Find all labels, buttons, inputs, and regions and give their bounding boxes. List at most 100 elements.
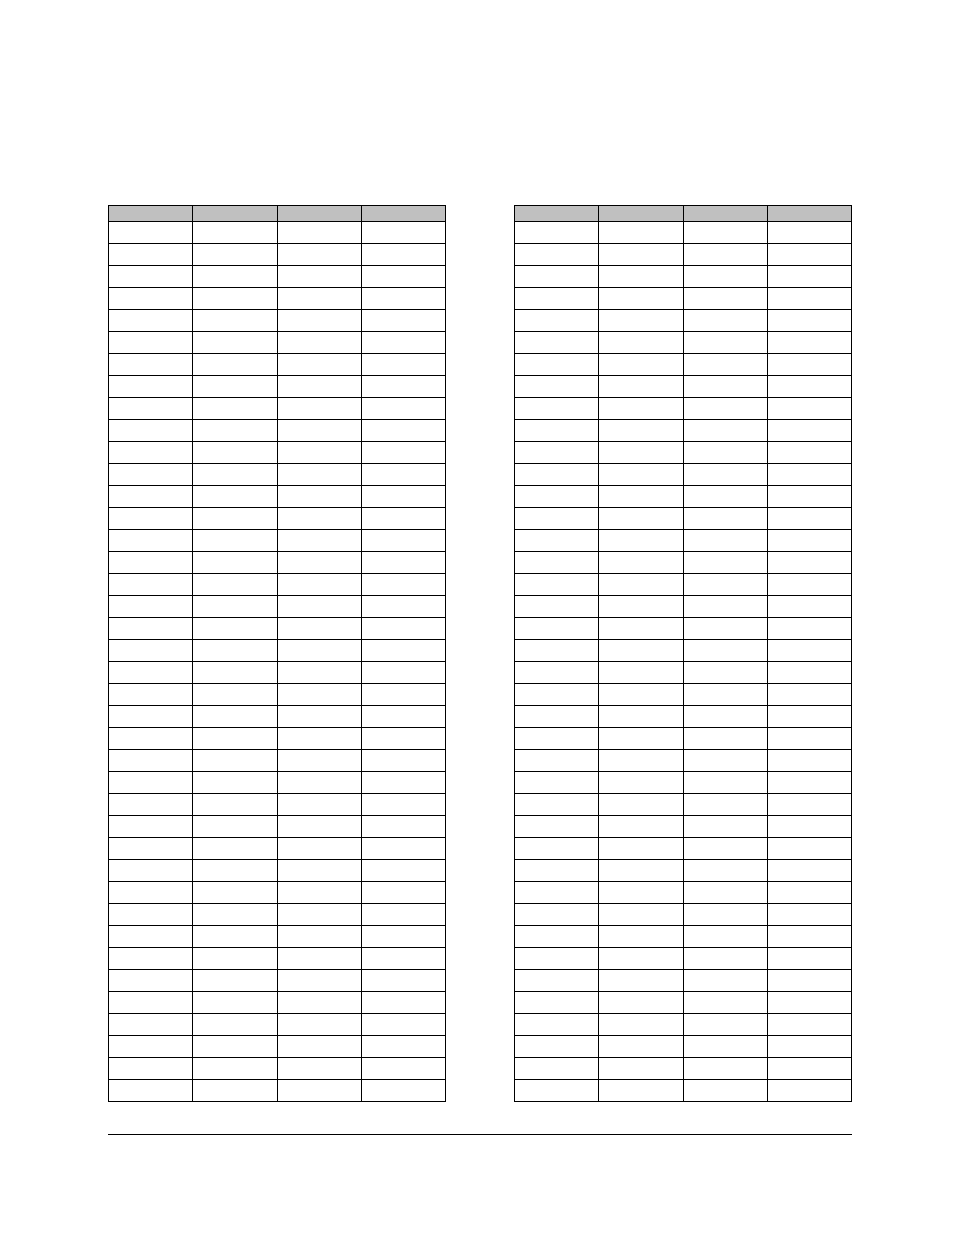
table-cell: [599, 1036, 683, 1058]
table-cell: [767, 596, 851, 618]
table-cell: [193, 376, 277, 398]
table-cell: [599, 640, 683, 662]
table-cell: [193, 750, 277, 772]
table-cell: [277, 750, 361, 772]
table-cell: [767, 728, 851, 750]
table-row: [109, 926, 446, 948]
table-cell: [361, 728, 445, 750]
table-cell: [683, 904, 767, 926]
table-row: [515, 596, 852, 618]
table-row: [109, 420, 446, 442]
table-cell: [767, 926, 851, 948]
table-cell: [599, 728, 683, 750]
table-cell: [361, 970, 445, 992]
table-cell: [767, 376, 851, 398]
table-header-row: [109, 206, 446, 222]
table-cell: [361, 442, 445, 464]
table-cell: [277, 354, 361, 376]
table-cell: [599, 530, 683, 552]
table-cell: [515, 794, 599, 816]
table-cell: [599, 618, 683, 640]
table-header-cell: [599, 206, 683, 222]
table-row: [515, 750, 852, 772]
table-cell: [277, 530, 361, 552]
table-cell: [277, 772, 361, 794]
table-cell: [361, 926, 445, 948]
table-row: [515, 398, 852, 420]
table-cell: [109, 354, 193, 376]
table-row: [515, 838, 852, 860]
table-cell: [767, 464, 851, 486]
table-cell: [109, 332, 193, 354]
table-cell: [683, 684, 767, 706]
table-cell: [193, 662, 277, 684]
table-cell: [683, 970, 767, 992]
table-cell: [599, 1080, 683, 1102]
table-row: [109, 310, 446, 332]
table-cell: [683, 486, 767, 508]
table-row: [109, 574, 446, 596]
table-cell: [515, 508, 599, 530]
table-cell: [767, 508, 851, 530]
table-cell: [109, 728, 193, 750]
table-cell: [599, 684, 683, 706]
table-cell: [193, 882, 277, 904]
blank-table-right: [514, 205, 852, 1102]
table-cell: [277, 860, 361, 882]
table-cell: [515, 728, 599, 750]
table-cell: [767, 574, 851, 596]
table-cell: [599, 486, 683, 508]
table-cell: [361, 838, 445, 860]
table-cell: [277, 442, 361, 464]
table-cell: [599, 266, 683, 288]
table-cell: [361, 574, 445, 596]
table-cell: [515, 266, 599, 288]
table-cell: [193, 486, 277, 508]
table-cell: [767, 222, 851, 244]
table-cell: [767, 530, 851, 552]
table-row: [109, 1058, 446, 1080]
table-cell: [109, 288, 193, 310]
table-row: [109, 992, 446, 1014]
table-cell: [683, 332, 767, 354]
table-cell: [109, 662, 193, 684]
table-cell: [767, 310, 851, 332]
table-cell: [599, 1014, 683, 1036]
table-cell: [277, 464, 361, 486]
table-cell: [683, 926, 767, 948]
table-cell: [599, 662, 683, 684]
table-cell: [277, 926, 361, 948]
table-row: [515, 442, 852, 464]
table-cell: [683, 508, 767, 530]
table-cell: [361, 398, 445, 420]
table-row: [109, 662, 446, 684]
table-cell: [515, 992, 599, 1014]
table-cell: [277, 552, 361, 574]
page: [0, 0, 954, 1235]
table-row: [109, 376, 446, 398]
table-cell: [277, 1080, 361, 1102]
table-cell: [193, 574, 277, 596]
table-cell: [193, 1036, 277, 1058]
table-cell: [515, 860, 599, 882]
table-cell: [515, 442, 599, 464]
table-cell: [767, 1058, 851, 1080]
table-cell: [193, 860, 277, 882]
table-cell: [683, 574, 767, 596]
table-row: [109, 508, 446, 530]
table-cell: [683, 398, 767, 420]
table-cell: [361, 948, 445, 970]
table-cell: [361, 772, 445, 794]
table-cell: [599, 970, 683, 992]
table-cell: [767, 772, 851, 794]
table-cell: [109, 596, 193, 618]
table-cell: [361, 1058, 445, 1080]
table-row: [515, 970, 852, 992]
table-cell: [277, 332, 361, 354]
table-cell: [361, 222, 445, 244]
table-cell: [277, 486, 361, 508]
table-cell: [361, 552, 445, 574]
table-cell: [599, 552, 683, 574]
table-row: [515, 794, 852, 816]
table-cell: [683, 1014, 767, 1036]
